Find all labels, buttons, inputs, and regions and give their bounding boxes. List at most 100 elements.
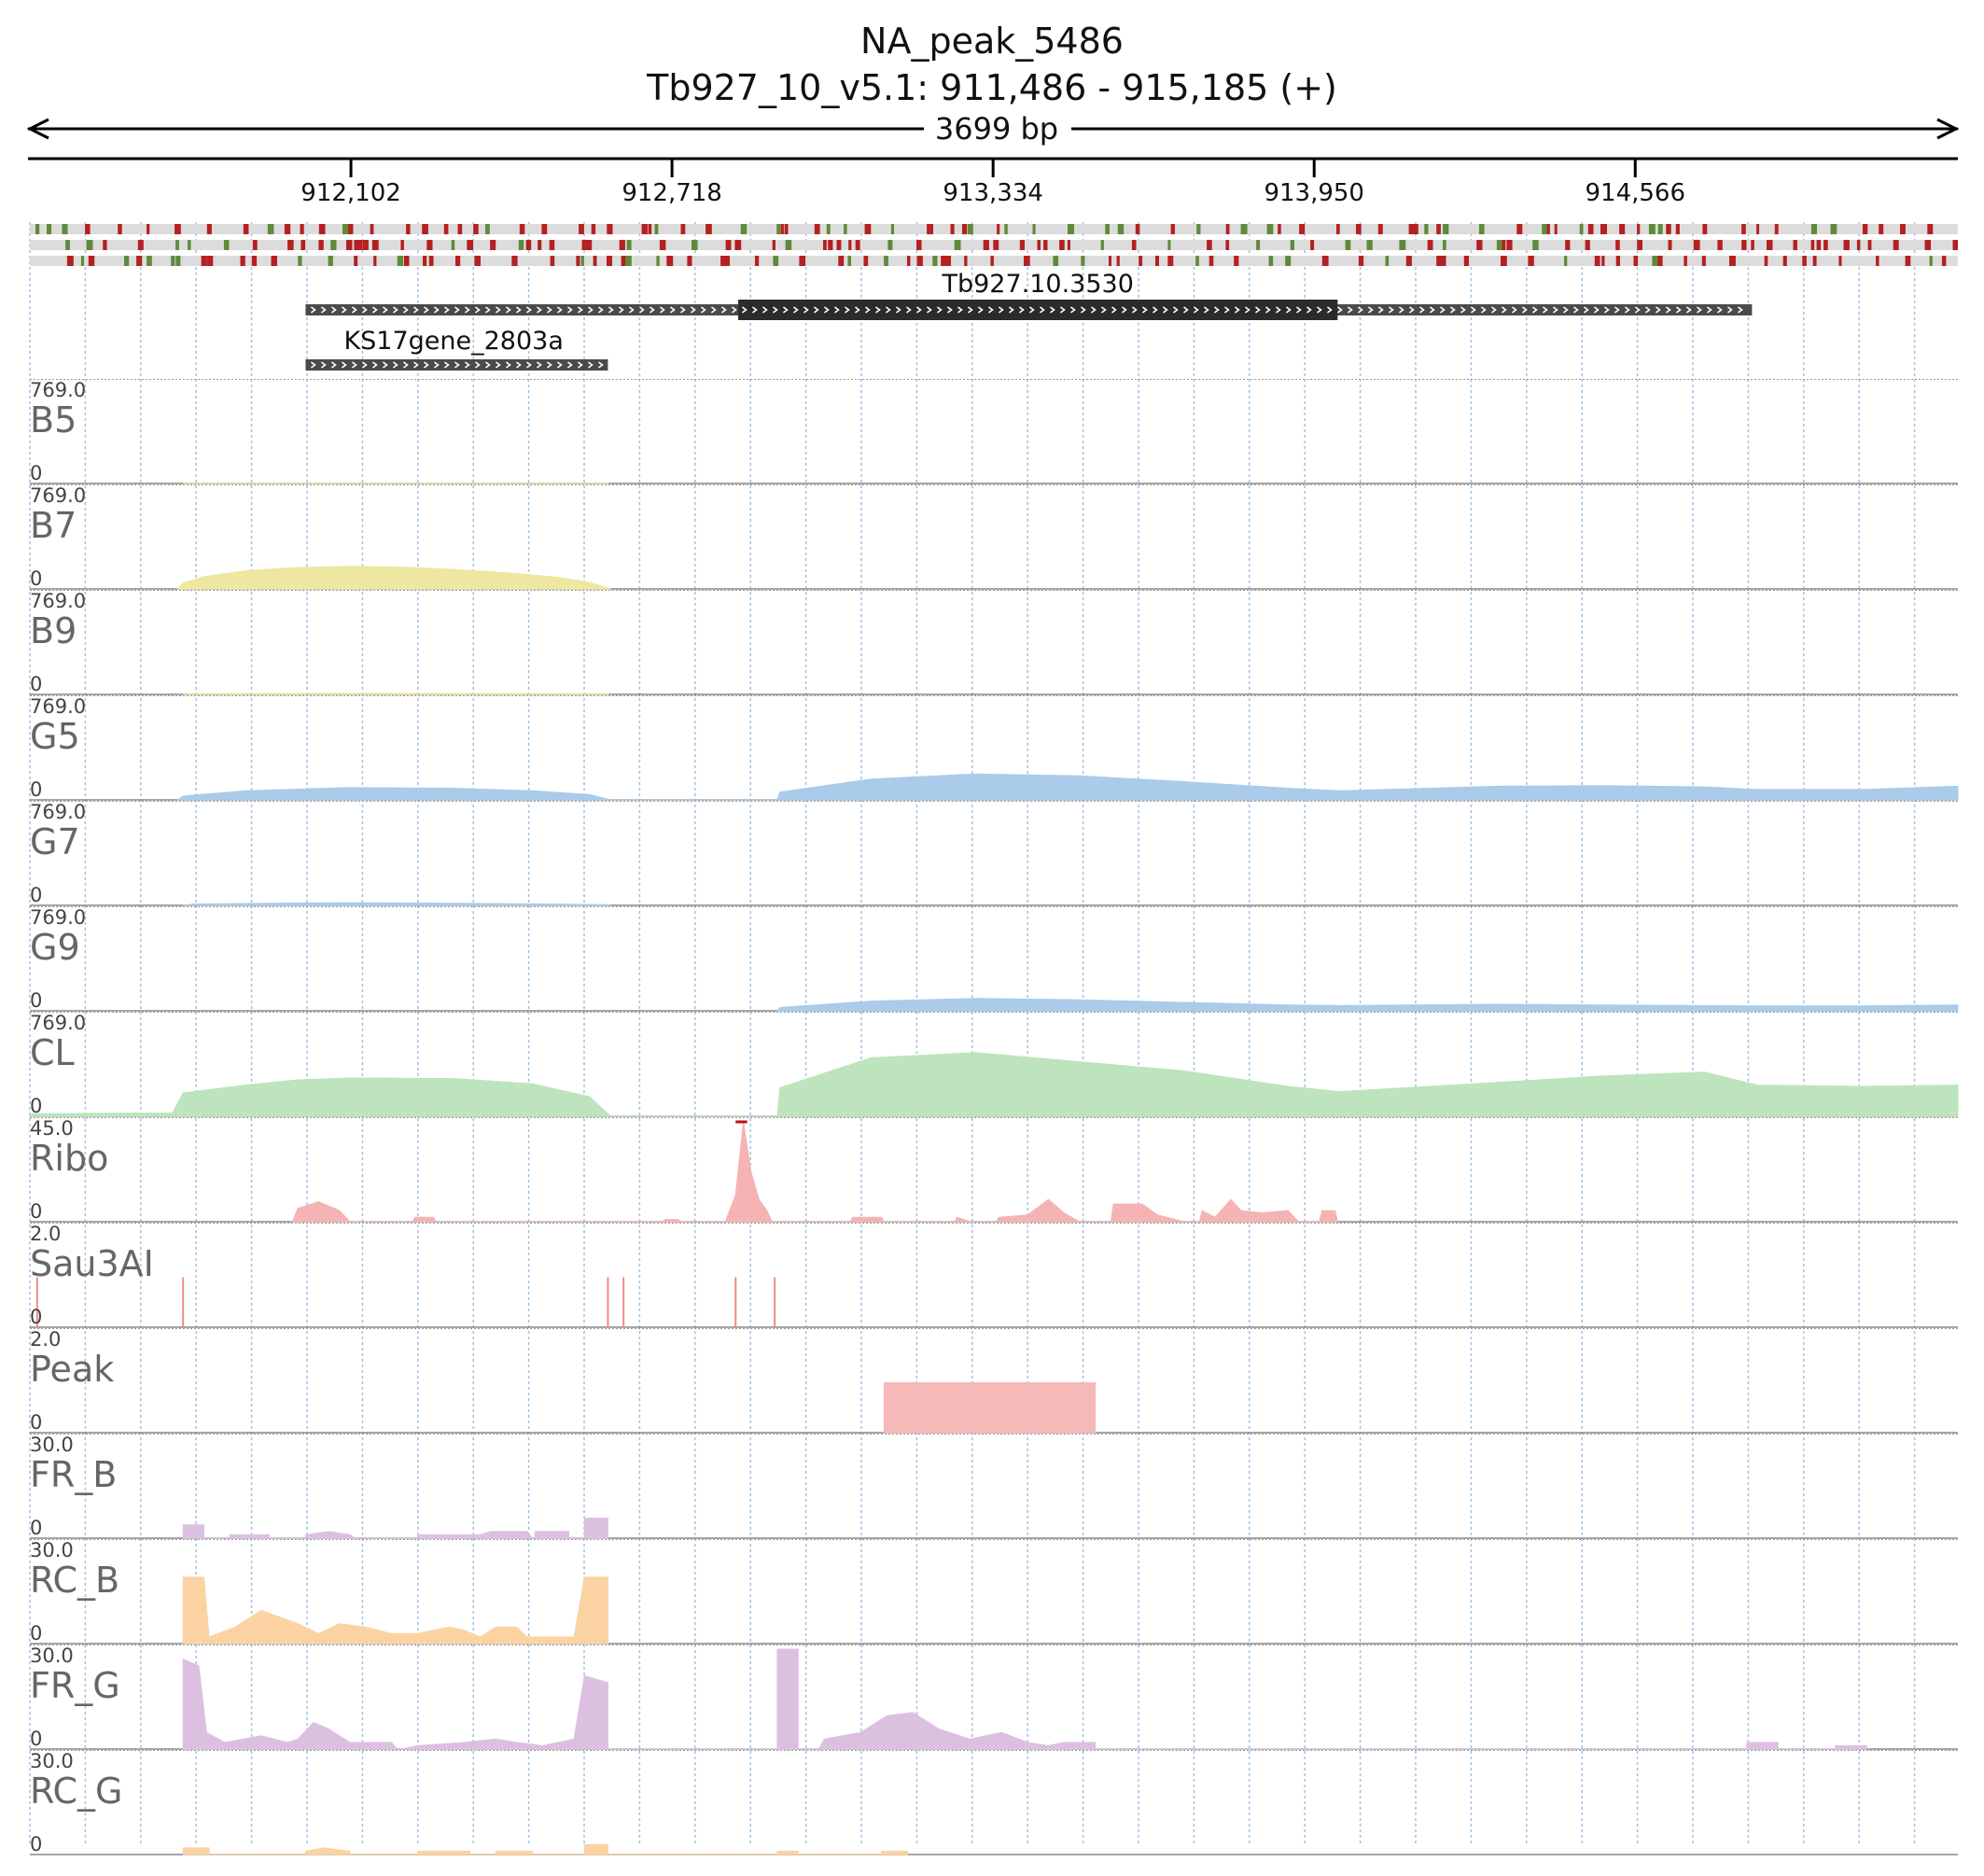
variant-mark <box>579 224 584 234</box>
variant-mark <box>330 240 336 250</box>
variant-mark <box>1876 256 1879 266</box>
variant-mark <box>348 224 353 234</box>
variant-mark <box>656 256 659 266</box>
track-min-label: 0 <box>30 778 42 801</box>
variant-mark <box>1863 224 1867 234</box>
variant-mark <box>581 256 584 266</box>
track-max-label: 30.0 <box>30 1645 74 1667</box>
gene-label: Tb927.10.3530 <box>941 270 1133 299</box>
variant-mark <box>404 256 410 266</box>
variant-mark <box>138 240 144 250</box>
track-min-label: 0 <box>30 1200 42 1223</box>
variant-mark <box>1619 224 1625 234</box>
variant-mark <box>907 256 910 266</box>
variant-mark <box>85 224 91 234</box>
variant-mark <box>1729 256 1736 266</box>
track-min-label: 0 <box>30 989 42 1012</box>
track-max-label: 769.0 <box>30 695 86 718</box>
variant-mark <box>627 240 632 250</box>
variant-mark <box>773 256 778 266</box>
variant-mark <box>224 240 230 250</box>
variant-mark <box>1528 256 1533 266</box>
track-g5: 769.0G50 <box>30 695 1958 801</box>
variant-mark <box>815 224 820 234</box>
variant-mark <box>666 256 673 266</box>
variant-mark <box>241 256 245 266</box>
track-min-label: 0 <box>30 1095 42 1117</box>
variant-mark <box>726 240 732 250</box>
variant-mark <box>781 224 784 234</box>
variant-mark <box>1813 256 1817 266</box>
variant-mark <box>1068 224 1074 234</box>
track-max-label: 2.0 <box>30 1328 61 1351</box>
variant-mark <box>1506 240 1512 250</box>
track-min-label: 0 <box>30 1306 42 1328</box>
track-fr-b: 30.0FR_B0 <box>30 1434 1958 1539</box>
variant-mark <box>1501 256 1507 266</box>
variant-mark <box>452 240 455 250</box>
track-fr-g: 30.0FR_G 0 <box>30 1645 1958 1750</box>
span-ruler: 3699 bp <box>28 111 1958 147</box>
variant-mark <box>1580 224 1584 234</box>
variant-mark <box>1167 240 1170 250</box>
variant-mark <box>1751 240 1754 250</box>
variant-mark <box>1925 240 1932 250</box>
variant-mark <box>1555 224 1558 234</box>
variant-mark <box>473 224 479 234</box>
variant-mark <box>1209 256 1214 266</box>
variant-mark <box>1136 224 1140 234</box>
variant-mark <box>1378 224 1383 234</box>
gene-annotation-track: Tb927.10.3530 KS17gene_2803a <box>305 270 1752 371</box>
coverage-area <box>183 1649 1866 1749</box>
variant-mark <box>1694 240 1700 250</box>
track-min-label: 0 <box>30 1833 42 1855</box>
variant-mark <box>65 240 70 250</box>
track-g9: 769.0G90 <box>30 906 1958 1012</box>
variant-mark <box>287 240 294 250</box>
variant-mark <box>1942 256 1947 266</box>
variant-mark <box>538 240 541 250</box>
track-max-label: 30.0 <box>30 1750 74 1772</box>
variant-mark <box>660 240 666 250</box>
track-name-label: B5 <box>30 399 77 441</box>
variant-mark <box>984 240 989 250</box>
coverage-area <box>30 1053 1958 1116</box>
track-name-label: Peak <box>30 1349 114 1390</box>
track-max-label: 30.0 <box>30 1434 74 1456</box>
variant-mark <box>1857 240 1861 250</box>
axis-ticks: 912,102 912,718 913,334 913,950 914,566 <box>300 159 1685 207</box>
variant-mark <box>1717 240 1722 250</box>
variant-mark <box>1436 224 1441 234</box>
variant-mark <box>406 224 411 234</box>
coverage-area <box>178 567 611 589</box>
track-rc-g: 30.0RC_G0 <box>30 1750 1958 1855</box>
variant-mark <box>252 256 257 266</box>
variant-mark <box>916 240 922 250</box>
track-g7: 769.0G70 <box>30 801 1958 906</box>
variant-mark <box>1081 256 1084 266</box>
variant-mark <box>373 256 376 266</box>
variant-mark <box>856 240 860 250</box>
variant-mark <box>1322 256 1329 266</box>
track-name-label: FR_G <box>30 1665 120 1706</box>
variant-mark <box>551 256 555 266</box>
axis-tick-label: 913,950 <box>1264 179 1364 207</box>
variant-mark <box>592 224 595 234</box>
variant-mark <box>67 256 74 266</box>
variant-mark <box>706 224 712 234</box>
coverage-area <box>178 774 1958 800</box>
variant-mark <box>175 224 181 234</box>
variant-mark <box>1479 224 1485 234</box>
variant-mark <box>1601 256 1604 266</box>
variant-mark <box>87 240 93 250</box>
variant-mark <box>681 224 686 234</box>
axis-tick-label: 912,102 <box>300 179 401 207</box>
variant-mark <box>1207 240 1212 250</box>
variant-mark <box>1443 240 1446 250</box>
axis-tick-label: 912,718 <box>622 179 722 207</box>
track-min-label: 0 <box>30 1411 42 1434</box>
variant-mark <box>1101 240 1104 250</box>
variant-mark <box>319 224 326 234</box>
variant-mark <box>887 240 892 250</box>
